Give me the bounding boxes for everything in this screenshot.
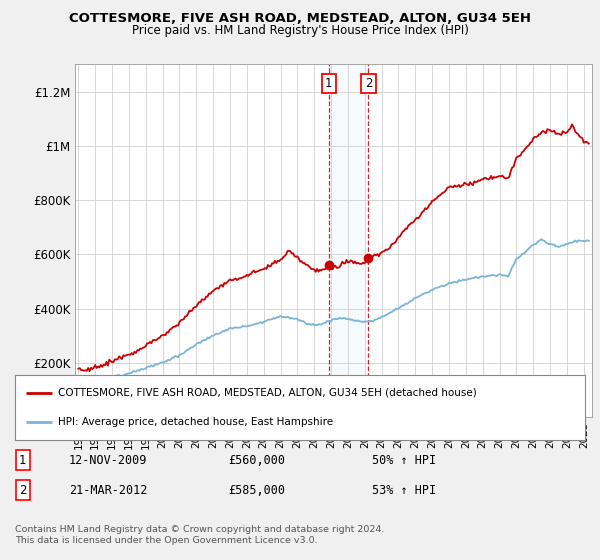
Text: 2: 2 (365, 77, 372, 90)
Text: COTTESMORE, FIVE ASH ROAD, MEDSTEAD, ALTON, GU34 5EH: COTTESMORE, FIVE ASH ROAD, MEDSTEAD, ALT… (69, 12, 531, 25)
Text: £560,000: £560,000 (228, 454, 285, 466)
Text: 2: 2 (19, 483, 26, 497)
Text: 21-MAR-2012: 21-MAR-2012 (69, 483, 148, 497)
Text: COTTESMORE, FIVE ASH ROAD, MEDSTEAD, ALTON, GU34 5EH (detached house): COTTESMORE, FIVE ASH ROAD, MEDSTEAD, ALT… (58, 388, 476, 398)
Text: Price paid vs. HM Land Registry's House Price Index (HPI): Price paid vs. HM Land Registry's House … (131, 24, 469, 36)
Text: 1: 1 (325, 77, 332, 90)
Text: Contains HM Land Registry data © Crown copyright and database right 2024.
This d: Contains HM Land Registry data © Crown c… (15, 525, 385, 545)
Text: HPI: Average price, detached house, East Hampshire: HPI: Average price, detached house, East… (58, 417, 333, 427)
Bar (329, 64, 368, 417)
Text: 53% ↑ HPI: 53% ↑ HPI (372, 483, 436, 497)
Text: 1: 1 (19, 454, 26, 466)
Text: 12-NOV-2009: 12-NOV-2009 (69, 454, 148, 466)
Text: 50% ↑ HPI: 50% ↑ HPI (372, 454, 436, 466)
Text: £585,000: £585,000 (228, 483, 285, 497)
